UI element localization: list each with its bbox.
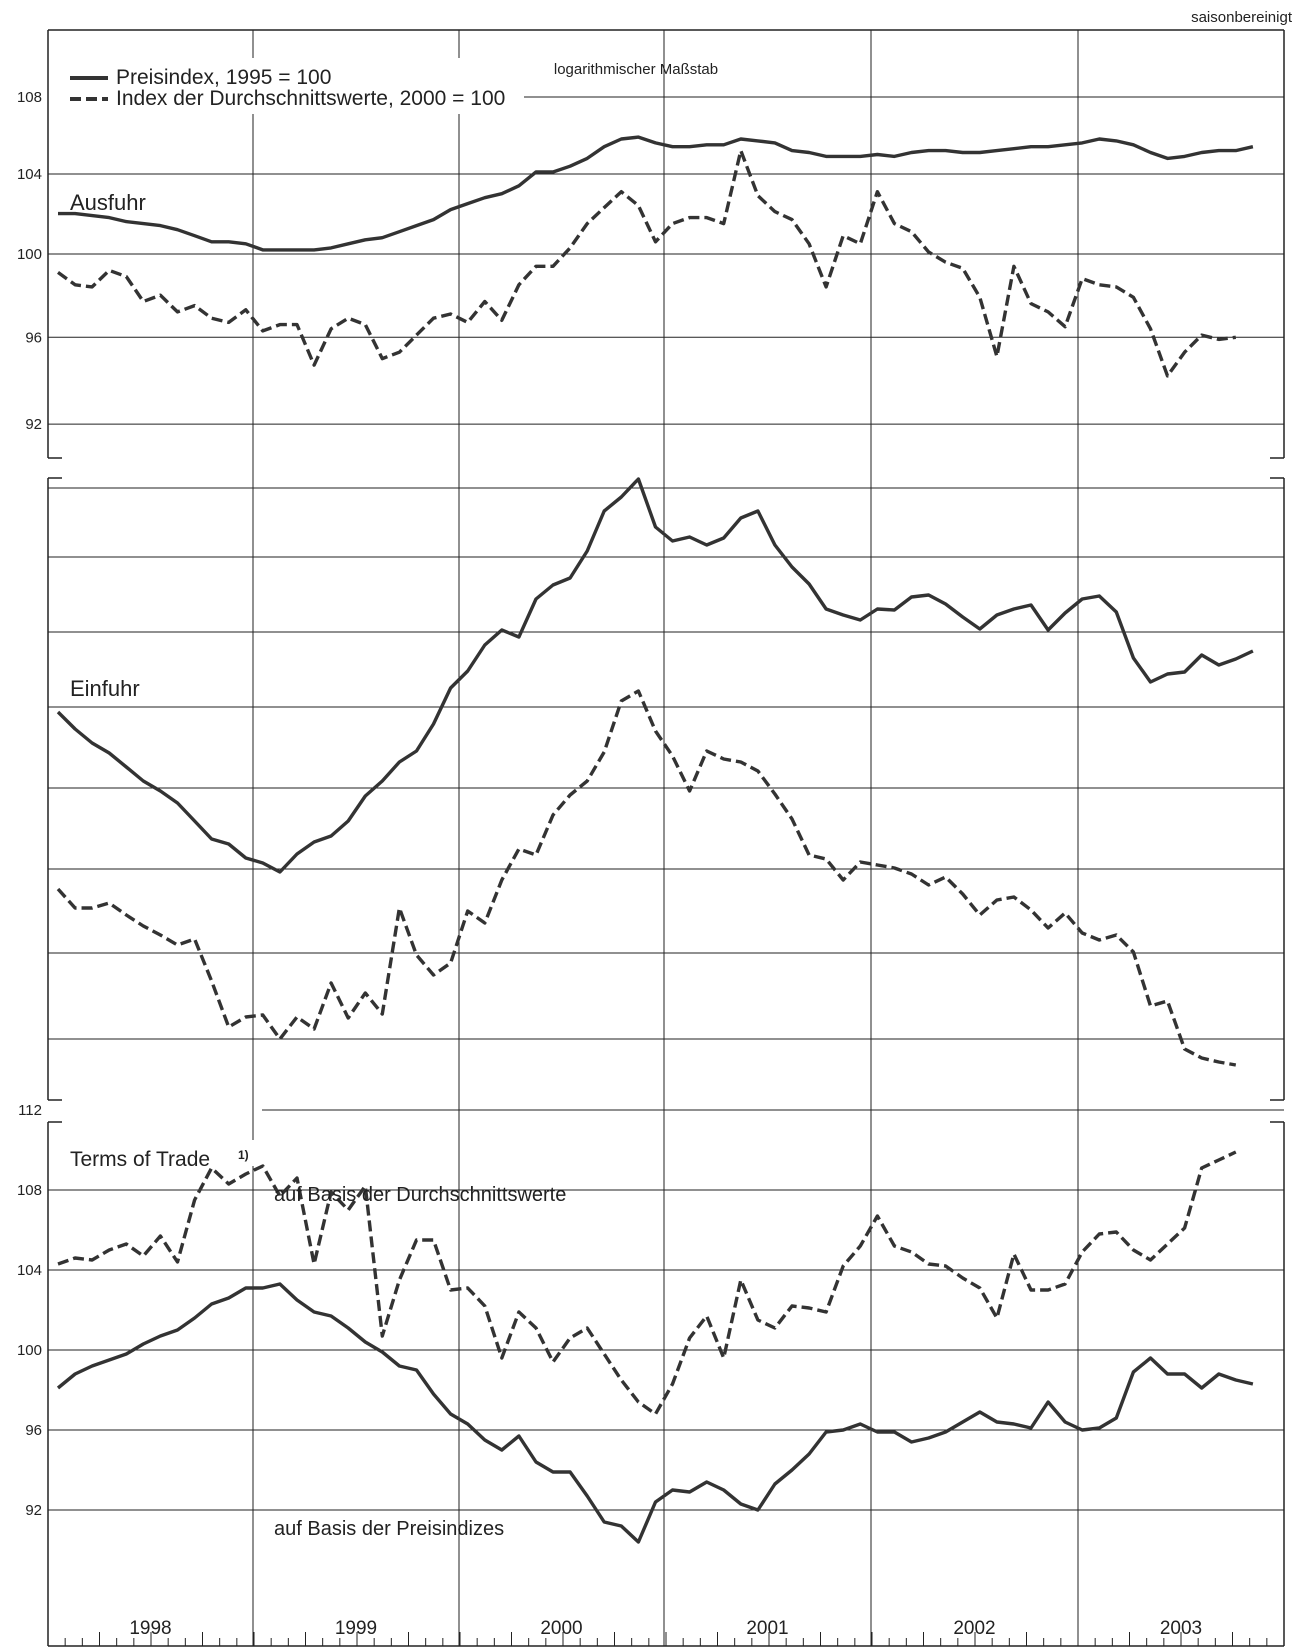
year-label-2001: 2001 [746, 1618, 788, 1639]
ytick-ausfuhr-100: 100 [17, 246, 42, 263]
year-label-1999: 1999 [335, 1618, 377, 1639]
year-label-2003: 2003 [1160, 1618, 1202, 1639]
ausfuhr-preisindex-line [58, 135, 1254, 252]
ausfuhr-durchschnittswerte-line [57, 148, 1237, 378]
tot-price-index-label: auf Basis der Preisindizes [274, 1518, 504, 1540]
ytick-ausfuhr-96: 96 [25, 329, 42, 346]
grid-layer [48, 30, 1284, 1646]
ytick-tot-104: 104 [17, 1262, 42, 1279]
panel-label-ausfuhr: Ausfuhr [70, 190, 146, 215]
ytick-tot-100: 100 [17, 1342, 42, 1359]
log-scale-note: logarithmischer Maßstab [554, 61, 718, 78]
ytick-tot-112: 112 [18, 1102, 42, 1119]
year-label-1998: 1998 [129, 1618, 171, 1639]
legend-solid-label: Preisindex, 1995 = 100 [116, 66, 331, 89]
ytick-ausfuhr-92: 92 [25, 416, 42, 433]
axis-layer [47, 29, 1285, 1647]
year-label-2000: 2000 [540, 1618, 582, 1639]
einfuhr-preisindex-line [56, 477, 1254, 874]
ytick-ausfuhr-108: 108 [17, 89, 42, 106]
ytick-tot-96: 96 [25, 1422, 42, 1439]
text-layer: saisonbereinigt logarithmischer Maßstab … [17, 9, 1293, 1639]
tot-title-background [64, 1140, 260, 1166]
legend-background [66, 58, 524, 114]
tot-avg-values-label: auf Basis der Durchschnittswerte [274, 1184, 566, 1206]
einfuhr-durchschnittswerte-line [56, 689, 1237, 1067]
tot-preisindizes-line [56, 1282, 1254, 1544]
legend-dashed-label: Index der Durchschnittswerte, 2000 = 100 [116, 87, 505, 110]
ytick-tot-108: 108 [17, 1182, 42, 1199]
seasonal-note: saisonbereinigt [1191, 9, 1293, 26]
tot-footnote-marker: 1) [238, 1148, 249, 1162]
ytick-ausfuhr-104: 104 [17, 166, 42, 183]
series-layer [56, 135, 1254, 1544]
year-label-2002: 2002 [953, 1618, 995, 1639]
tot-durchschnittswerte-line [57, 1150, 1237, 1416]
ytick-tot-92: 92 [25, 1502, 42, 1519]
panel-label-einfuhr: Einfuhr [70, 676, 140, 701]
panel-label-terms-of-trade: Terms of Trade [70, 1148, 210, 1171]
